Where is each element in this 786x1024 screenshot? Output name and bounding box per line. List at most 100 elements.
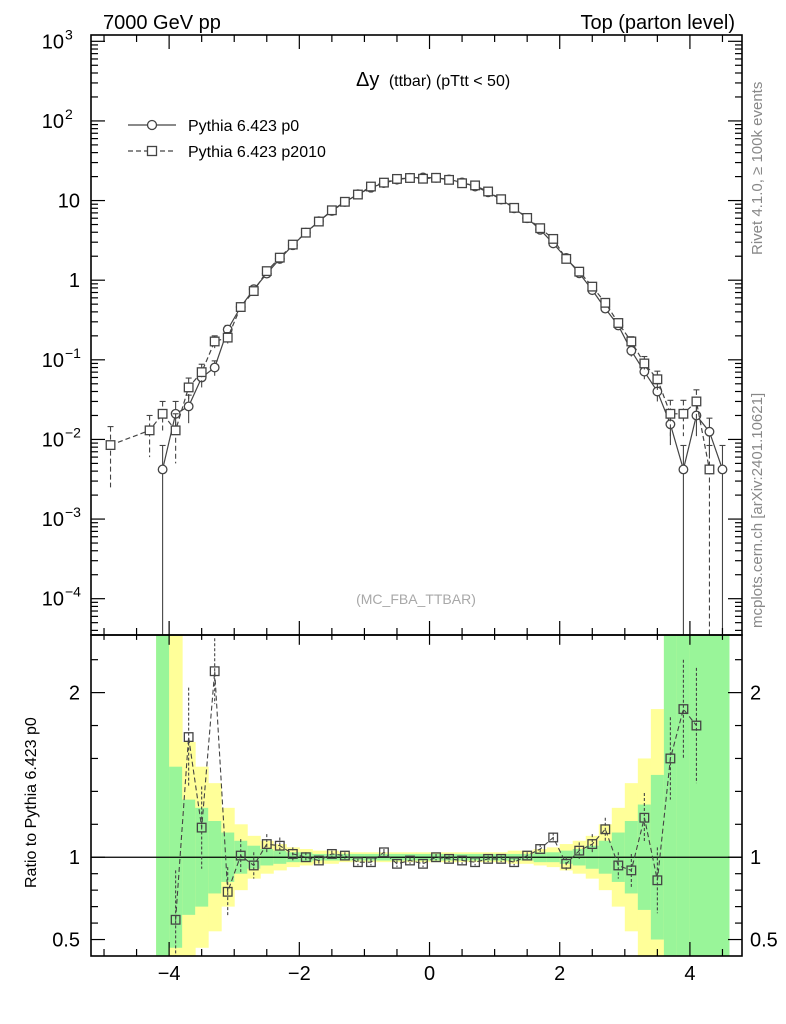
legend-marker-p0 xyxy=(146,119,158,131)
ratio-point xyxy=(235,850,246,861)
ratio-point xyxy=(496,853,507,864)
ratio-point xyxy=(561,858,572,869)
data-point-square xyxy=(339,196,350,207)
data-point-square xyxy=(522,212,533,223)
y-tick-label: 10 xyxy=(58,191,80,213)
ratio-point xyxy=(574,845,585,856)
title-main: Δy xyxy=(356,69,379,91)
ratio-y-tick-label: 0.5 xyxy=(52,930,80,952)
data-point-square xyxy=(183,382,194,393)
ratio-point xyxy=(587,839,598,850)
ratio-point xyxy=(326,848,337,859)
y-tick-label: 10 xyxy=(42,31,64,53)
legend-label-p0: Pythia 6.423 p0 xyxy=(188,118,299,135)
ratio-axis-label: Ratio to Pythia 6.423 p0 xyxy=(23,717,40,888)
ratio-point xyxy=(196,822,207,833)
data-point-square xyxy=(222,332,233,343)
ratio-point xyxy=(535,844,546,854)
data-point-circle xyxy=(717,464,728,475)
x-tick-label: −4 xyxy=(158,963,181,985)
y-tick-label: 10 xyxy=(42,429,64,451)
data-point-square xyxy=(418,173,428,184)
chart-title: Δy (ttbar) (pTtt < 50) xyxy=(356,69,510,91)
mcplots-label: mcplots.cern.ch [arXiv:2401.10621] xyxy=(749,393,766,628)
ratio-point xyxy=(470,857,481,868)
ratio-point xyxy=(392,858,402,869)
ratio-bands xyxy=(91,635,742,956)
data-point-square xyxy=(405,173,415,183)
ratio-point xyxy=(613,860,624,871)
analysis-label: (MC_FBA_TTBAR) xyxy=(356,591,476,607)
data-point-square xyxy=(639,358,650,369)
data-point-square xyxy=(313,216,324,227)
data-point-square xyxy=(274,252,285,263)
data-point-square xyxy=(378,177,389,188)
ratio-point xyxy=(287,848,298,859)
data-point-square xyxy=(392,173,402,184)
y-tick-exponent: −3 xyxy=(65,504,81,520)
data-point-square xyxy=(483,186,494,197)
data-point-square xyxy=(574,266,585,277)
ratio-point xyxy=(170,914,181,925)
data-point-square xyxy=(457,178,468,189)
ratio-point xyxy=(457,855,468,866)
ratio-point xyxy=(548,832,559,843)
ratio-point xyxy=(313,855,324,866)
ratio-point xyxy=(300,852,311,863)
ratio-point xyxy=(600,824,611,835)
data-point-square xyxy=(196,367,207,378)
x-tick-label: 0 xyxy=(424,963,435,985)
ratio-y-tick-label-right: 2 xyxy=(750,683,761,705)
collision-label: 7000 GeV pp xyxy=(103,12,221,34)
ratio-point xyxy=(274,840,285,851)
ratio-point xyxy=(248,860,259,871)
series-line-1 xyxy=(110,177,710,470)
data-point-square xyxy=(652,374,663,385)
ratio-band-green xyxy=(156,635,170,956)
x-tick-label: 4 xyxy=(684,963,695,985)
data-point-square xyxy=(209,336,220,347)
data-point-square xyxy=(613,318,624,328)
ratio-point xyxy=(418,858,428,869)
ratio-point xyxy=(209,666,220,677)
ratio-point xyxy=(522,850,533,861)
data-point-circle xyxy=(704,426,715,437)
title-rest: (ttbar) (pTtt < 50) xyxy=(389,73,510,90)
data-point-square xyxy=(352,189,363,200)
y-tick-exponent: −2 xyxy=(65,424,81,440)
data-point-square xyxy=(665,408,676,419)
data-point-square xyxy=(235,302,246,312)
y-tick-label: 10 xyxy=(42,111,64,133)
data-point-square xyxy=(691,396,702,407)
data-point-square xyxy=(261,266,272,277)
data-point-square xyxy=(170,425,181,436)
ratio-point xyxy=(431,852,441,863)
y-tick-label: 10 xyxy=(42,589,64,611)
data-point-square xyxy=(561,253,572,264)
data-point-circle xyxy=(678,464,689,475)
ratio-point xyxy=(339,850,350,861)
legend: Pythia 6.423 p0 Pythia 6.423 p2010 xyxy=(128,118,326,161)
data-point-square xyxy=(431,172,441,183)
ratio-point xyxy=(639,812,650,823)
data-point-square xyxy=(365,181,376,192)
data-point-square xyxy=(470,180,481,191)
data-point-square xyxy=(105,440,116,451)
ratio-point xyxy=(626,865,637,876)
ratio-point xyxy=(691,720,702,731)
data-point-square xyxy=(509,202,520,213)
ratio-point xyxy=(509,857,520,868)
process-label: Top (parton level) xyxy=(580,12,735,34)
legend-marker-p2010 xyxy=(146,145,158,157)
x-tick-label: −2 xyxy=(288,963,311,985)
ratio-point xyxy=(652,875,663,886)
rivet-version-label: Rivet 4.1.0, ≥ 100k events xyxy=(749,82,766,255)
main-series xyxy=(105,172,728,635)
data-point-square xyxy=(535,223,546,234)
y-tick-exponent: −4 xyxy=(65,584,81,600)
data-point-square xyxy=(287,239,298,250)
ratio-point xyxy=(222,886,233,897)
ratio-point xyxy=(678,704,689,715)
